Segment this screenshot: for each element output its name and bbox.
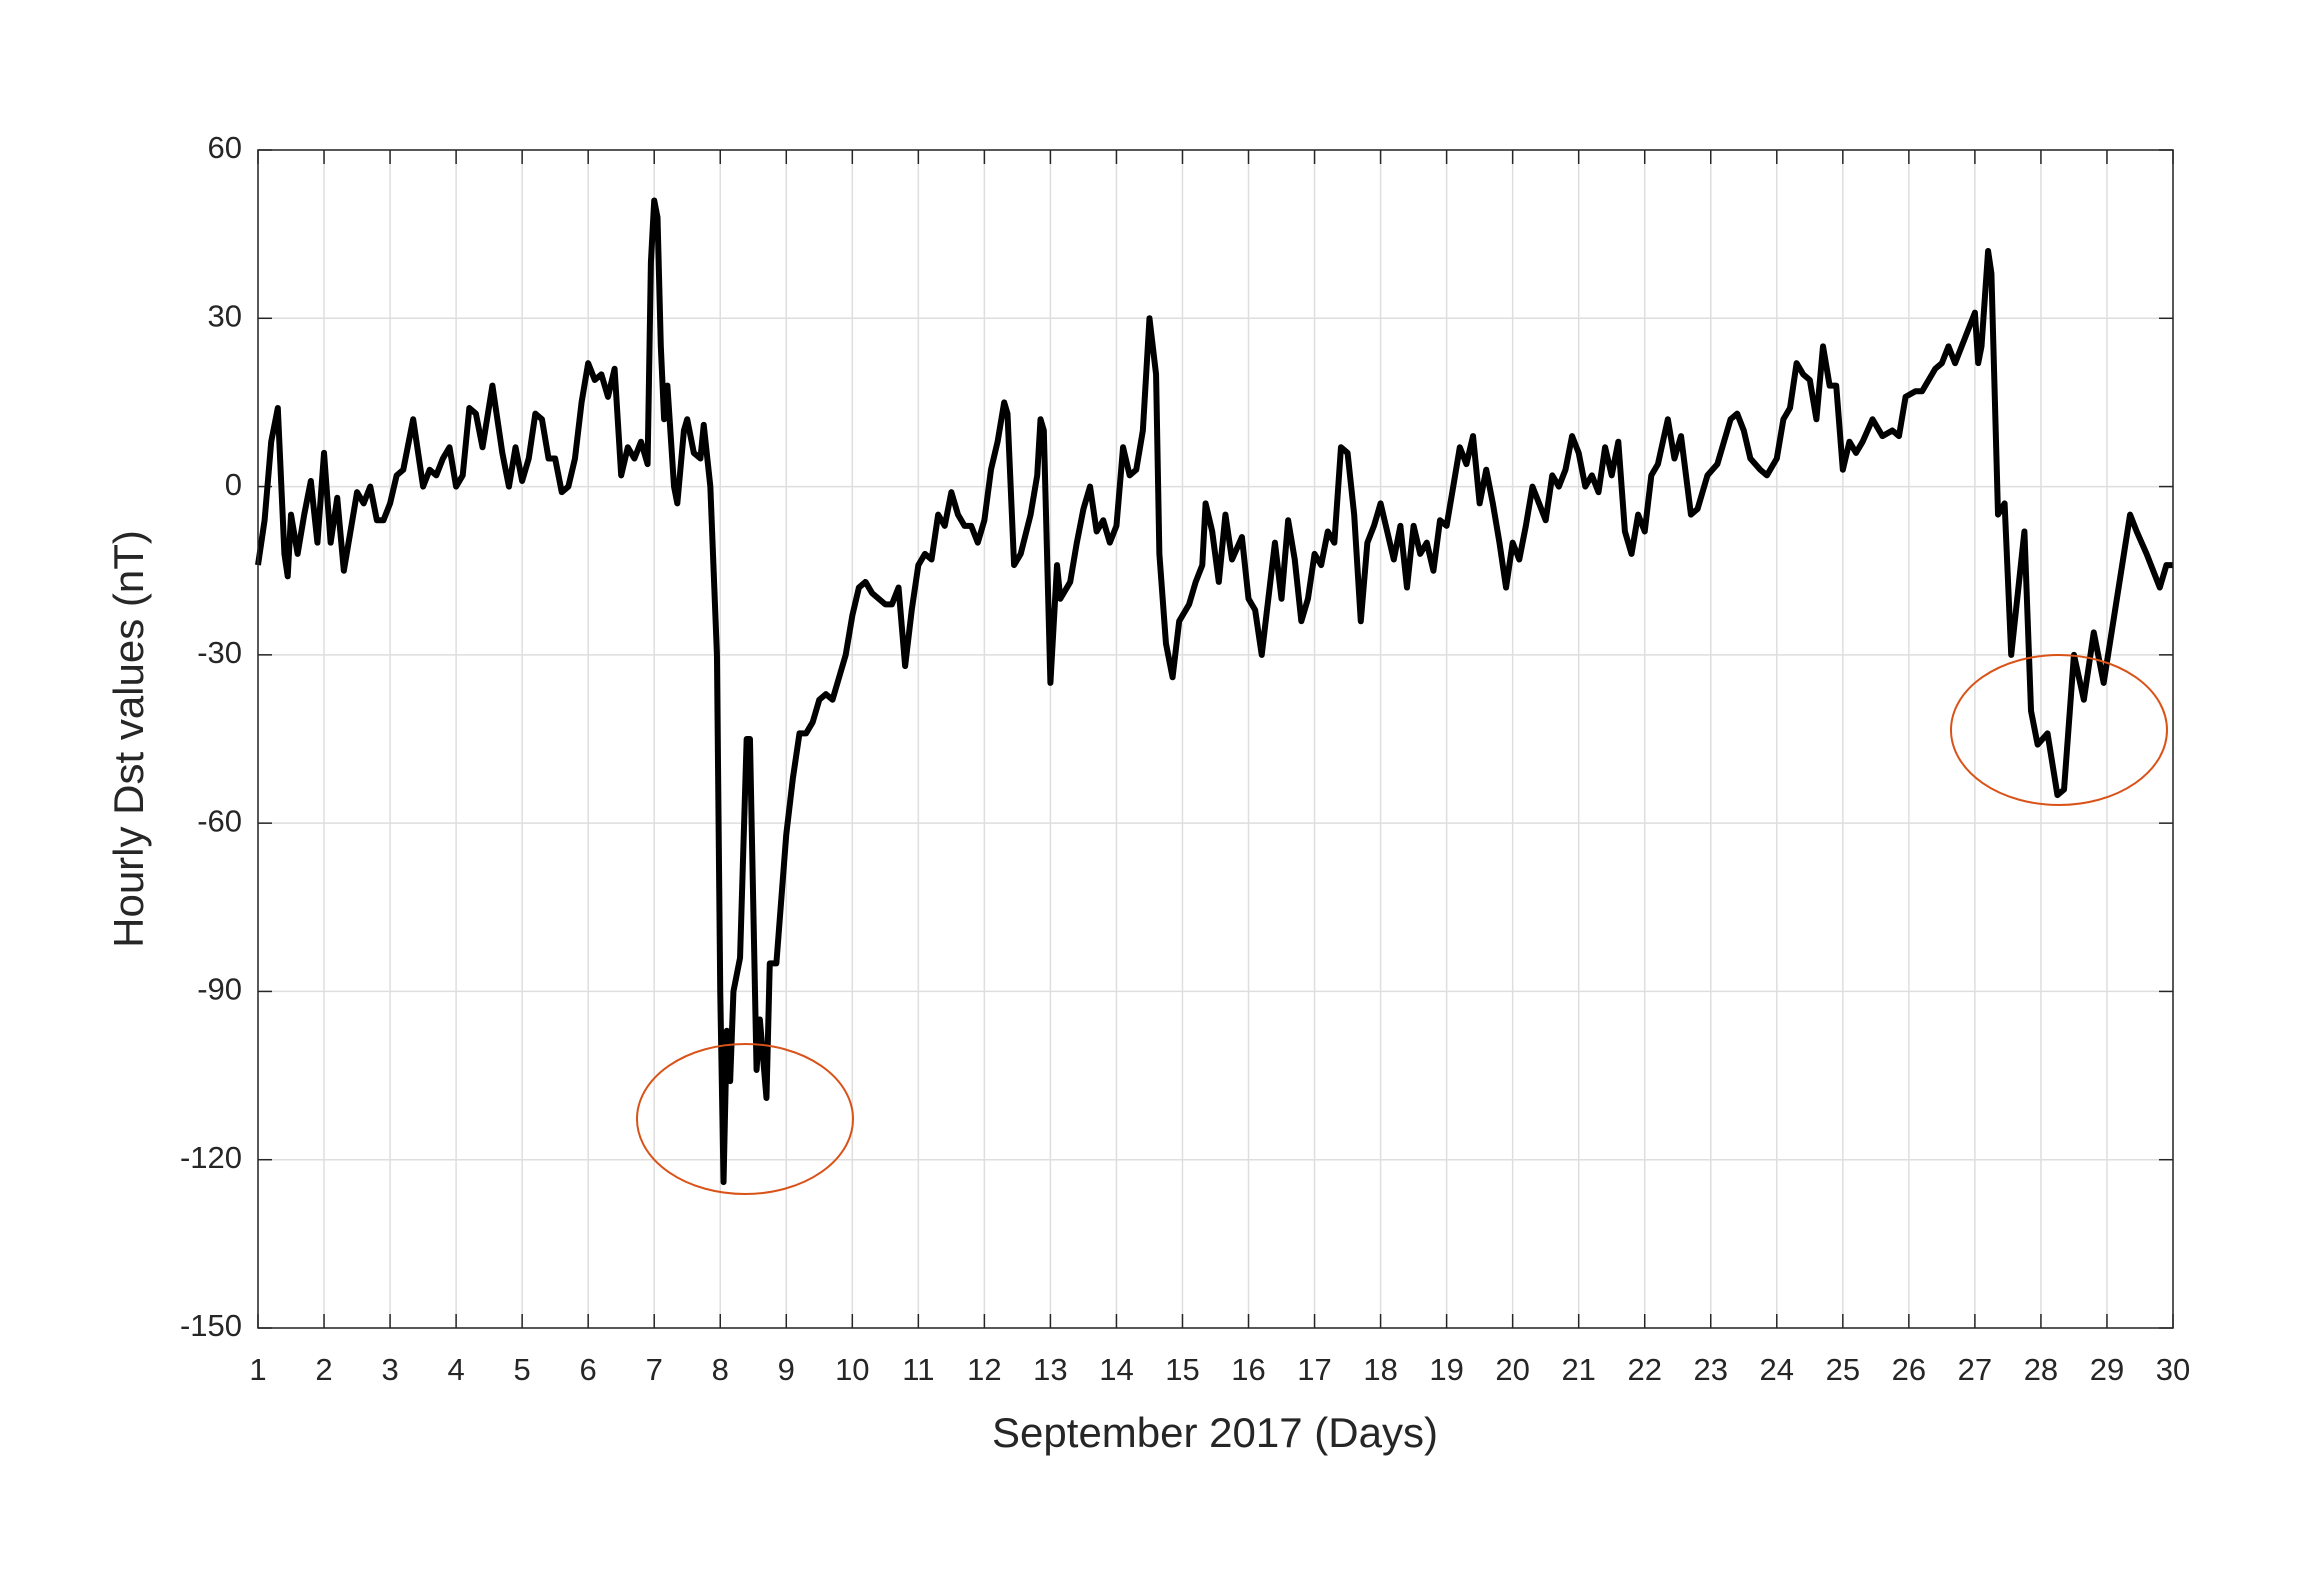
- y-tick-label: -120: [180, 1140, 242, 1175]
- y-tick-label: -90: [197, 972, 242, 1007]
- x-tick-label: 8: [712, 1352, 729, 1387]
- x-tick-label: 6: [580, 1352, 597, 1387]
- lines: [255, 197, 2173, 1186]
- x-tick-label: 11: [902, 1352, 934, 1387]
- x-tick-label: 23: [1694, 1352, 1728, 1387]
- x-tick-label: 24: [1760, 1352, 1794, 1387]
- x-tick-label: 25: [1826, 1352, 1860, 1387]
- x-tick-label: 3: [381, 1352, 398, 1387]
- x-tick-label: 19: [1429, 1352, 1463, 1387]
- x-tick-label: 18: [1363, 1352, 1397, 1387]
- x-tick-label: 14: [1099, 1352, 1133, 1387]
- highlight-ellipse: [1950, 654, 2168, 806]
- x-axis-label: September 2017 (Days): [992, 1409, 1438, 1456]
- axes-box: [257, 149, 2174, 1329]
- x-tick-label: 1: [249, 1352, 266, 1387]
- x-tick-label: 21: [1561, 1352, 1595, 1387]
- x-tick-label: 9: [778, 1352, 795, 1387]
- y-axis-label: Hourly Dst values (nT): [105, 530, 152, 948]
- x-tick-label: 28: [2024, 1352, 2058, 1387]
- x-tick-label: 13: [1033, 1352, 1067, 1387]
- grid: [257, 149, 2174, 1329]
- x-tick-label: 12: [967, 1352, 1001, 1387]
- highlight-ellipse: [636, 1043, 854, 1195]
- y-tick-label: 60: [208, 130, 242, 165]
- y-tick-label: -60: [197, 803, 242, 838]
- y-tick-label: 0: [225, 467, 242, 502]
- x-tick-label: 27: [1958, 1352, 1992, 1387]
- x-tick-label: 5: [514, 1352, 531, 1387]
- x-tick-label: 2: [315, 1352, 332, 1387]
- y-tick-label: -30: [197, 635, 242, 670]
- x-tick-label: 17: [1297, 1352, 1331, 1387]
- x-tick-label: 30: [2156, 1352, 2190, 1387]
- x-tick-label: 26: [1892, 1352, 1926, 1387]
- y-tick-label: -150: [180, 1308, 242, 1343]
- x-tick-label: 20: [1495, 1352, 1529, 1387]
- y-tick-label: 30: [208, 298, 242, 333]
- x-tick-label: 4: [447, 1352, 464, 1387]
- data-line: [255, 197, 2173, 1186]
- x-tick-label: 10: [835, 1352, 869, 1387]
- x-tick-label: 7: [646, 1352, 663, 1387]
- x-tick-label: 29: [2090, 1352, 2124, 1387]
- x-tick-label: 15: [1165, 1352, 1199, 1387]
- x-tick-label: 16: [1231, 1352, 1265, 1387]
- x-tick-label: 22: [1627, 1352, 1661, 1387]
